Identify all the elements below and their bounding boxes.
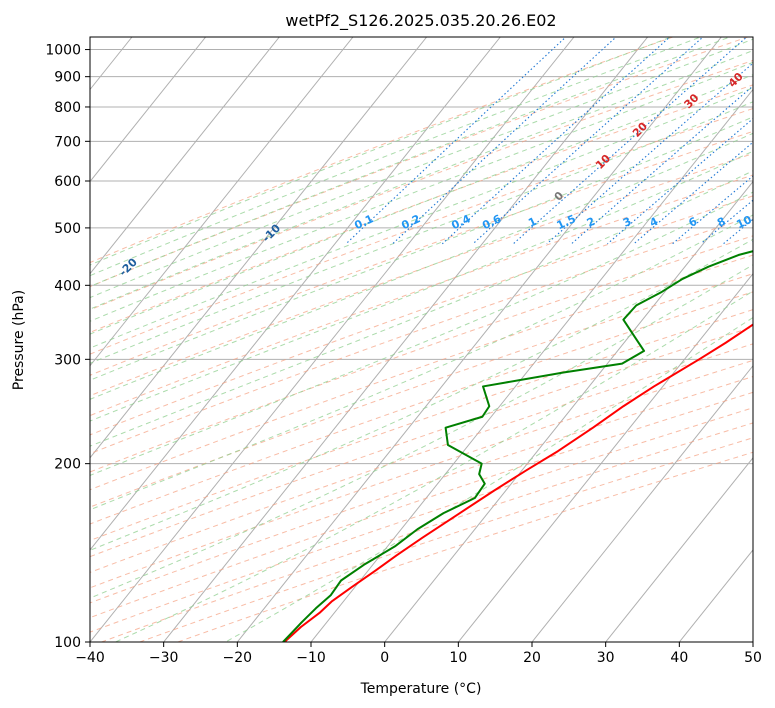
- chart-title: wetPf2_S126.2025.035.20.26.E02: [285, 11, 556, 31]
- dry-adiabat: [90, 376, 753, 604]
- y-tick-label: 500: [54, 221, 81, 237]
- y-tick-label: 100: [54, 635, 81, 651]
- dry-adiabat: [90, 326, 753, 558]
- x-tick-label: 0: [380, 650, 389, 666]
- x-tick-label: 10: [449, 650, 467, 666]
- x-tick-label: −20: [223, 650, 253, 666]
- moist-adiabat: [90, 49, 753, 310]
- y-tick-label: 300: [54, 352, 81, 368]
- moist-adiabat: [90, 74, 753, 335]
- moist-adiabat: [90, 37, 673, 266]
- dry-adiabat: [90, 273, 753, 508]
- dry-adiabat: [90, 84, 753, 333]
- x-tick-label: 20: [523, 650, 541, 666]
- moist-adiabat: [90, 87, 753, 349]
- moist-adiabat: [90, 116, 753, 381]
- isotherm-line: [605, 457, 753, 642]
- dry-adiabat: [90, 309, 753, 542]
- axis-ticks: −40 −30 −20 −10 0 10 20 30 40 50 100 200 300 400 500 60…: [45, 43, 762, 666]
- series-layer: [282, 250, 753, 642]
- x-tick-label: 40: [670, 650, 688, 666]
- mixing-ratio-line: [345, 37, 567, 245]
- dry-adiabat: [90, 407, 753, 633]
- dry-adiabat: [90, 343, 753, 573]
- y-tick-label: 700: [54, 134, 81, 150]
- moist-adiabat: [90, 214, 753, 511]
- moist-adiabat: [90, 132, 753, 400]
- mixing-ratio-line: [472, 37, 704, 245]
- isotherm-line: [236, 37, 722, 642]
- y-tick-label: 1000: [45, 43, 81, 59]
- moist-adiabat: [90, 238, 753, 551]
- dewpoint-profile-line: [282, 250, 753, 642]
- isotherm-line: [90, 37, 501, 551]
- moist-adiabat: [90, 170, 753, 447]
- isotherm-line: [384, 180, 753, 642]
- mixing-ratio-line: [546, 62, 753, 245]
- moist-adiabat: [90, 37, 702, 277]
- y-tick-label: 900: [54, 70, 81, 86]
- dry-adiabat: [90, 235, 753, 473]
- y-axis-label: Pressure (hPa): [11, 290, 27, 390]
- isotherm-line: [457, 272, 753, 642]
- isotherm-line: [90, 37, 280, 275]
- x-tick-label: −30: [149, 650, 179, 666]
- mixing-ratio-line: [672, 175, 753, 245]
- mixing-ratio-line: [607, 117, 753, 245]
- temperature-profile-line: [283, 323, 753, 642]
- x-tick-label: −10: [296, 650, 326, 666]
- x-tick-label: 50: [744, 650, 762, 666]
- isotherm-line: [531, 364, 753, 642]
- isotherm-line: [163, 37, 649, 642]
- moist-adiabat: [90, 37, 732, 288]
- isotherm-line: [90, 37, 207, 183]
- dry-adiabat: [90, 215, 753, 455]
- x-axis-label: Temperature (°C): [360, 681, 482, 697]
- y-tick-label: 400: [54, 278, 81, 294]
- mixing-ratio-line: [392, 37, 617, 245]
- y-tick-label: 200: [54, 457, 81, 473]
- dry-adiabat: [90, 174, 753, 417]
- x-tick-label: 30: [597, 650, 615, 666]
- dry-adiabat: [90, 107, 753, 355]
- dry-adiabat: [176, 451, 753, 642]
- plot-frame: [89, 36, 754, 643]
- y-tick-label: 800: [54, 100, 81, 116]
- isotherm-line: [90, 37, 428, 459]
- dry-adiabat: [90, 152, 753, 397]
- mixing-ratio-label: 10: [734, 213, 754, 231]
- y-tick-label: 600: [54, 174, 81, 190]
- moist-adiabat: [90, 38, 753, 299]
- background-lines: [90, 37, 753, 642]
- x-tick-label: −40: [75, 650, 105, 666]
